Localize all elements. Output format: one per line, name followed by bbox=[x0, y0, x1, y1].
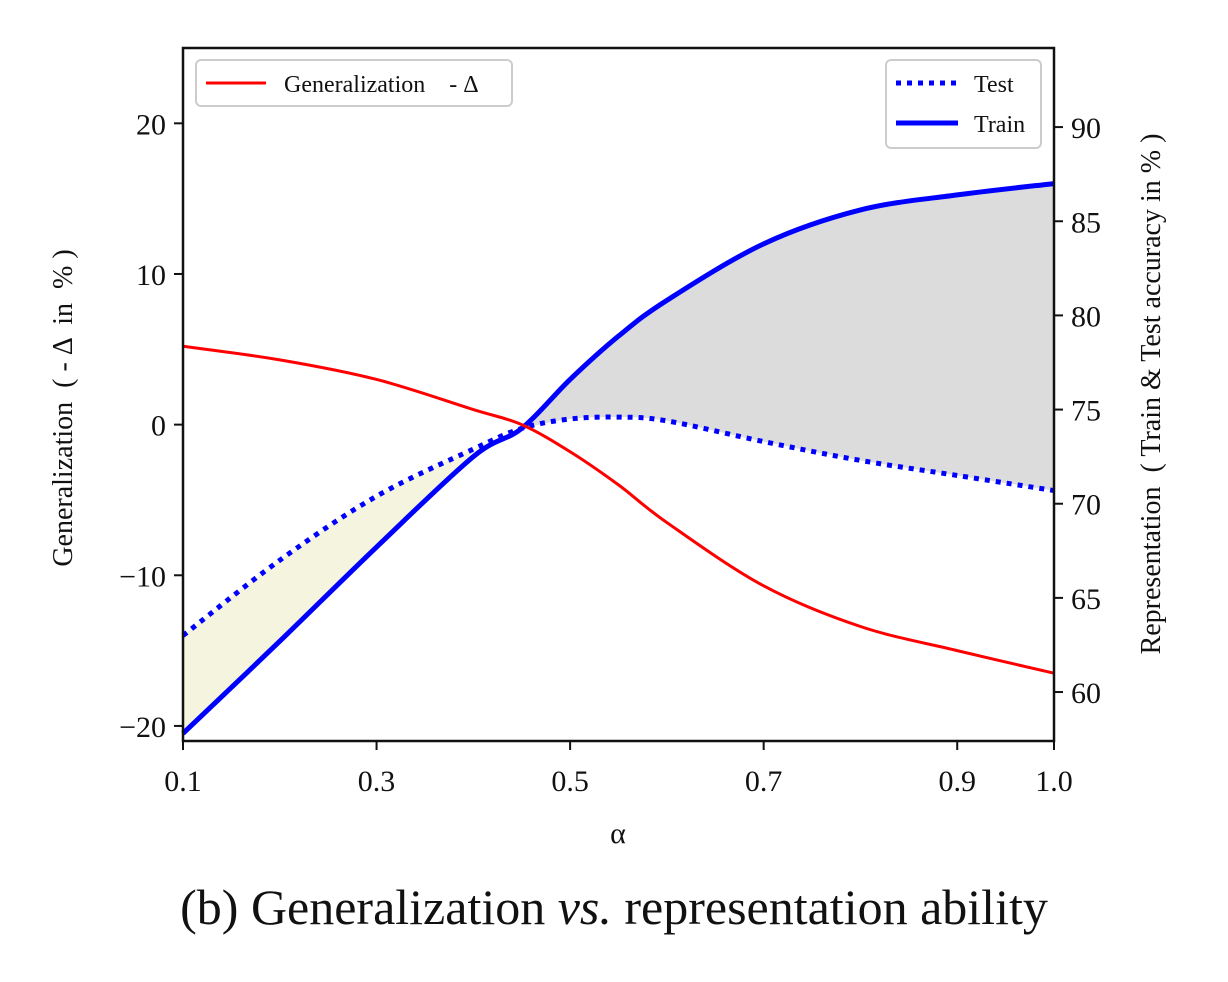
series-line-train bbox=[181, 181, 1055, 736]
y-right-tick-label: 85 bbox=[1071, 206, 1101, 239]
legend-label-train: Train bbox=[974, 112, 1025, 138]
series-line-generalization bbox=[182, 344, 1055, 675]
series-line-test bbox=[181, 414, 1055, 638]
y-right-tick-label: 60 bbox=[1071, 677, 1101, 710]
legend-accuracy: Test Train bbox=[885, 59, 1042, 149]
chart: 0.1 0.3 0.5 0.7 0.9 1.0 20 10 0 −10 −20 90 85 80 75 7… bbox=[48, 46, 1167, 850]
y-right-tick-label: 65 bbox=[1071, 583, 1101, 616]
x-tick-label: 0.3 bbox=[358, 765, 396, 798]
legend-generalization: Generalization - Δ bbox=[195, 59, 513, 107]
y-left-tick-label: 20 bbox=[136, 108, 166, 141]
caption-italic: vs. bbox=[557, 879, 612, 935]
series-layer bbox=[181, 181, 1055, 736]
y-axis-right-label: Representation ( Train & Test accuracy i… bbox=[1136, 134, 1167, 655]
legend-label-test: Test bbox=[974, 72, 1014, 98]
x-axis-label: α bbox=[610, 817, 626, 850]
caption-prefix: (b) Generalization bbox=[180, 879, 558, 935]
y-right-tick-label: 90 bbox=[1071, 112, 1101, 145]
y-left-tick-label: −10 bbox=[119, 560, 166, 593]
x-tick-label: 0.1 bbox=[164, 765, 202, 798]
y-axis-left-label: Generalization ( - Δ in % ) bbox=[48, 249, 79, 566]
x-axis: 0.1 0.3 0.5 0.7 0.9 1.0 bbox=[164, 741, 1073, 798]
x-tick-label: 0.9 bbox=[938, 765, 976, 798]
figure-caption: (b) Generalization vs. representation ab… bbox=[0, 878, 1228, 936]
y-left-tick-label: 10 bbox=[136, 259, 166, 292]
y-left-tick-label: 0 bbox=[151, 410, 166, 443]
y-right-tick-label: 70 bbox=[1071, 489, 1101, 522]
y-axis-left: 20 10 0 −10 −20 bbox=[119, 108, 183, 744]
plot-frame bbox=[181, 46, 1056, 743]
x-tick-label: 1.0 bbox=[1035, 765, 1073, 798]
legend-box bbox=[885, 59, 1042, 149]
caption-suffix: representation ability bbox=[611, 879, 1048, 935]
x-tick-label: 0.7 bbox=[745, 765, 783, 798]
fill-layer bbox=[183, 183, 1054, 734]
fill-train-above-test bbox=[521, 183, 1054, 491]
y-left-tick-label: −20 bbox=[119, 711, 166, 744]
legend-box bbox=[195, 59, 513, 107]
legend-label-generalization: Generalization - Δ bbox=[284, 72, 479, 98]
y-right-tick-label: 80 bbox=[1071, 300, 1101, 333]
x-tick-label: 0.5 bbox=[551, 765, 589, 798]
y-right-tick-label: 75 bbox=[1071, 395, 1101, 428]
y-axis-right: 90 85 80 75 70 65 60 bbox=[1054, 112, 1101, 710]
